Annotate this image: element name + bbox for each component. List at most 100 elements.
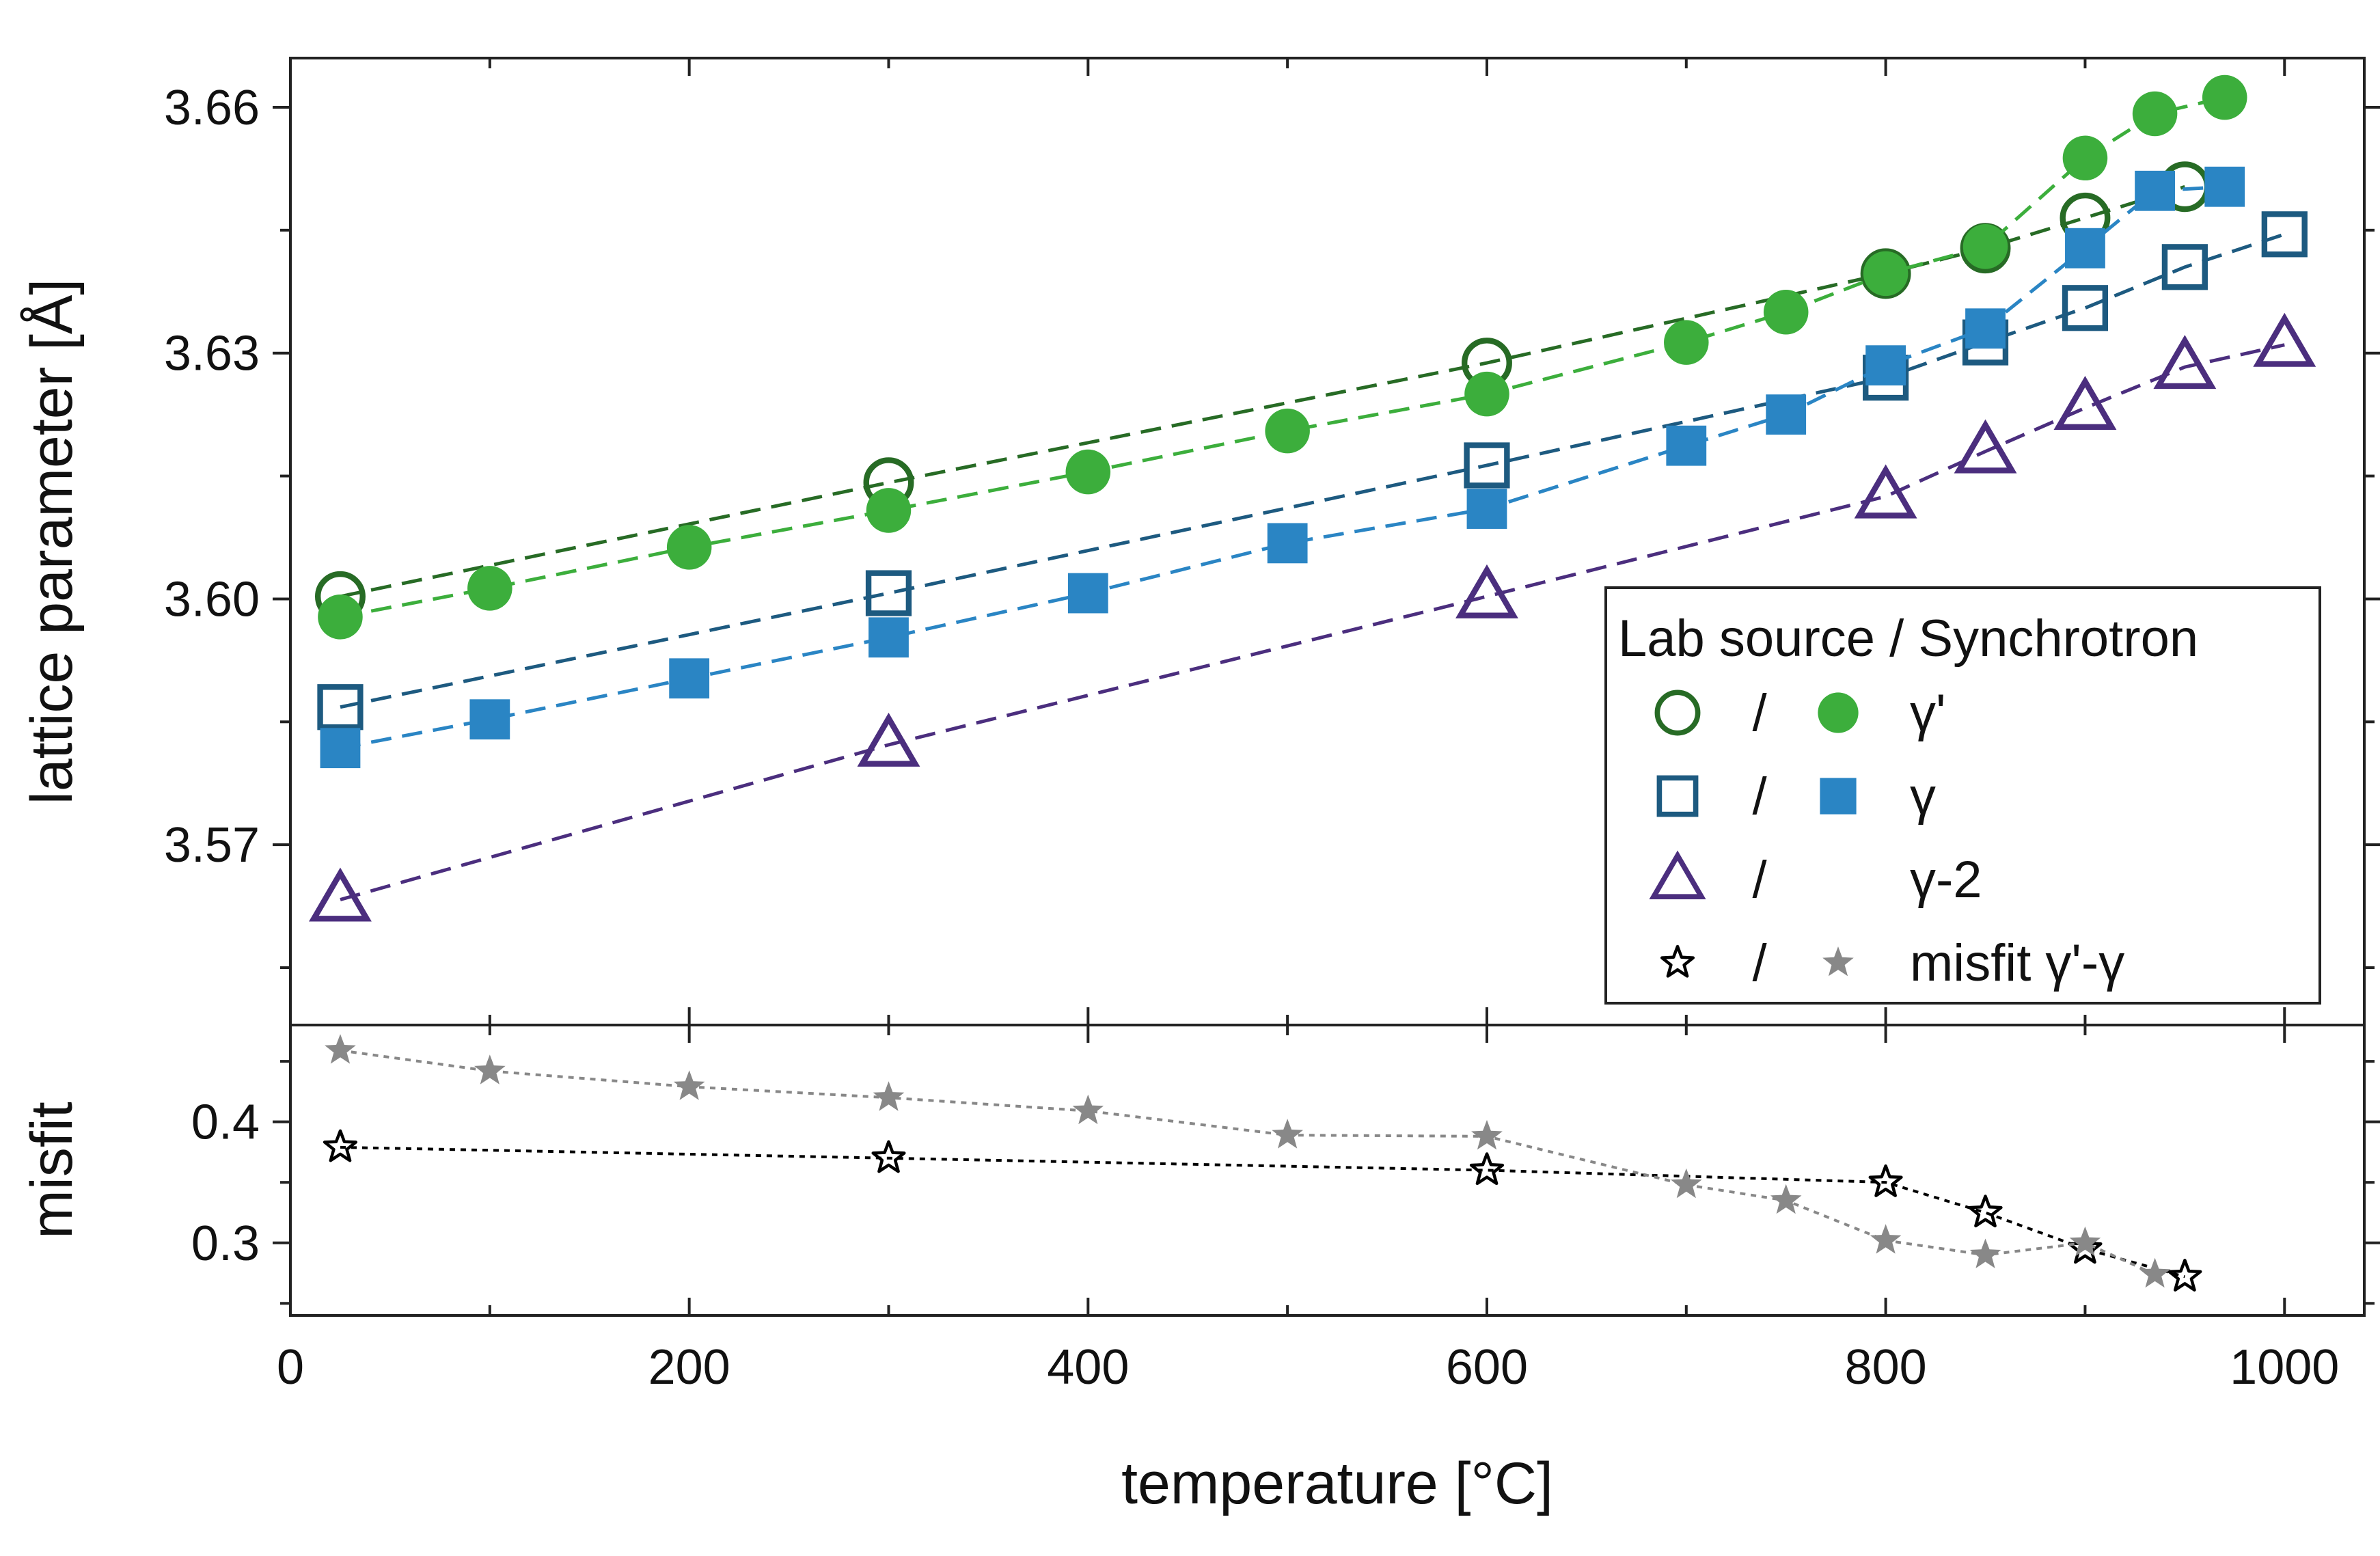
misfit-frame (289, 1024, 2366, 1317)
lattice-y-tick-label: 3.60 (164, 572, 260, 627)
misfit_sync-point (2069, 1226, 2101, 1257)
g2_lab-point (2053, 376, 2117, 431)
g_lab-point (2261, 211, 2308, 258)
legend-separator: / (1752, 851, 1767, 909)
misfit_sync-point (1770, 1184, 1802, 1214)
legend-title: Lab source / Synchrotron (1618, 610, 2198, 668)
g_sync-point (1267, 523, 1308, 564)
misfit-y-tick-label: 0.3 (191, 1216, 260, 1271)
lattice-y-tick-label: 3.63 (164, 327, 260, 381)
g_sync-point (1965, 308, 2006, 349)
gp_sync-point (467, 566, 512, 611)
g_sync-point (1766, 394, 1807, 435)
misfit_lab-point (1968, 1195, 2003, 1228)
x-axis-label: temperature [°C] (1121, 1451, 1553, 1516)
lattice-y-tick-label: 3.57 (164, 818, 260, 873)
gp_sync-point (1962, 224, 2008, 269)
misfit_lab-point (1469, 1152, 1505, 1186)
misfit-y-tick-label: 0.4 (191, 1095, 260, 1150)
gp_sync-point (1464, 371, 1509, 417)
legend: Lab source / Synchrotron / γ' / γ / γ-2 / misfit… (1604, 586, 2321, 1005)
gp_sync-point (1065, 449, 1111, 495)
g_sync-point (868, 617, 909, 658)
g_lab-point (2161, 244, 2208, 290)
g_lab-point (1464, 442, 1510, 489)
misfit_sync-point (1870, 1224, 1902, 1254)
lattice-y-axis-label: lattice parameter [Å] (19, 279, 85, 805)
lattice-y-tick-label: 3.66 (164, 81, 260, 135)
g_lab-point (865, 570, 912, 616)
g2_lab-point (1854, 464, 1917, 519)
legend-label: γ (1910, 767, 1936, 825)
g2_lab-point (1954, 419, 2017, 474)
legend-separator: / (1752, 767, 1767, 825)
g2_lab-point (1455, 564, 1518, 618)
g_sync-point (1466, 489, 1507, 529)
x-tick-label: 800 (1845, 1340, 1927, 1395)
gp_sync-point (1763, 289, 1809, 335)
legend-marker-lab (1654, 690, 1701, 736)
misfit_lab-line (340, 1145, 2185, 1279)
g_sync-point (1865, 345, 1906, 386)
x-tick-label: 1000 (2230, 1340, 2339, 1395)
gp_sync-point (2062, 135, 2108, 181)
misfit_sync-point (673, 1070, 705, 1100)
misfit_lab-point (323, 1129, 358, 1162)
g_sync-point (2135, 170, 2175, 211)
g_lab-point (317, 684, 364, 731)
x-tick-label: 600 (1446, 1340, 1528, 1395)
x-tick-label: 0 (277, 1340, 304, 1395)
g_sync-point (1666, 425, 1707, 466)
g_sync-point (469, 699, 510, 740)
misfit_sync-point (1471, 1119, 1503, 1150)
gp_sync-point (1664, 320, 1709, 365)
misfit-y-axis-label: misfit (19, 1102, 85, 1239)
legend-separator: / (1752, 684, 1767, 742)
misfit_sync-point (873, 1081, 905, 1111)
g2_lab-point (857, 712, 920, 767)
g_sync-point (2204, 166, 2245, 207)
gp_sync-point (2202, 74, 2247, 120)
legend-label: γ' (1910, 684, 1946, 742)
misfit_sync-point (325, 1034, 356, 1064)
legend-marker-lab (1656, 775, 1699, 817)
g_sync-point (2065, 228, 2105, 269)
x-tick-label: 200 (648, 1340, 730, 1395)
g2_lab-point (309, 867, 372, 922)
gp_sync-point (666, 525, 712, 570)
lattice-parameter-panel: 3.57 3.60 3.63 3.66 lattice parameter [Å] (19, 57, 2380, 1026)
gp_sync-point (2132, 91, 2178, 137)
gp_sync-point (1265, 408, 1310, 454)
legend-marker-lab (1649, 850, 1706, 899)
gp_sync-point (318, 595, 363, 640)
misfit_lab-point (2167, 1259, 2202, 1292)
g_sync-point (669, 658, 710, 699)
g2_lab-point (2153, 335, 2217, 390)
misfit_sync-point (1072, 1094, 1104, 1125)
legend-marker-lab (1660, 944, 1695, 978)
misfit_sync-point (1969, 1238, 2001, 1268)
misfit_sync-point (1272, 1119, 1303, 1149)
x-tick-label: 400 (1047, 1340, 1129, 1395)
gp_sync-point (1863, 251, 1909, 297)
misfit_sync-point (2139, 1257, 2171, 1288)
misfit_sync-point (474, 1054, 506, 1084)
legend-box (1604, 586, 2321, 1005)
g_lab-point (2062, 285, 2109, 331)
legend-marker-sync (1818, 692, 1859, 733)
g2_lab-point (2253, 312, 2316, 367)
misfit_lab-point (1868, 1164, 1903, 1197)
gp_sync-point (866, 488, 912, 533)
legend-separator: / (1752, 934, 1767, 992)
legend-marker-sync (1822, 946, 1854, 977)
misfit-panel: 0.3 0.4 misfit 0 200 400 600 800 1000 (19, 1024, 2380, 1395)
g_sync-point (320, 728, 361, 769)
misfit_sync-point (1671, 1168, 1702, 1199)
legend-label: γ-2 (1910, 851, 1982, 909)
legend-marker-sync (1820, 778, 1857, 815)
g_sync-point (1067, 573, 1108, 614)
g_lab-line (340, 232, 2286, 709)
legend-label: misfit γ'-γ (1910, 934, 2124, 992)
misfit_lab-point (871, 1140, 906, 1173)
